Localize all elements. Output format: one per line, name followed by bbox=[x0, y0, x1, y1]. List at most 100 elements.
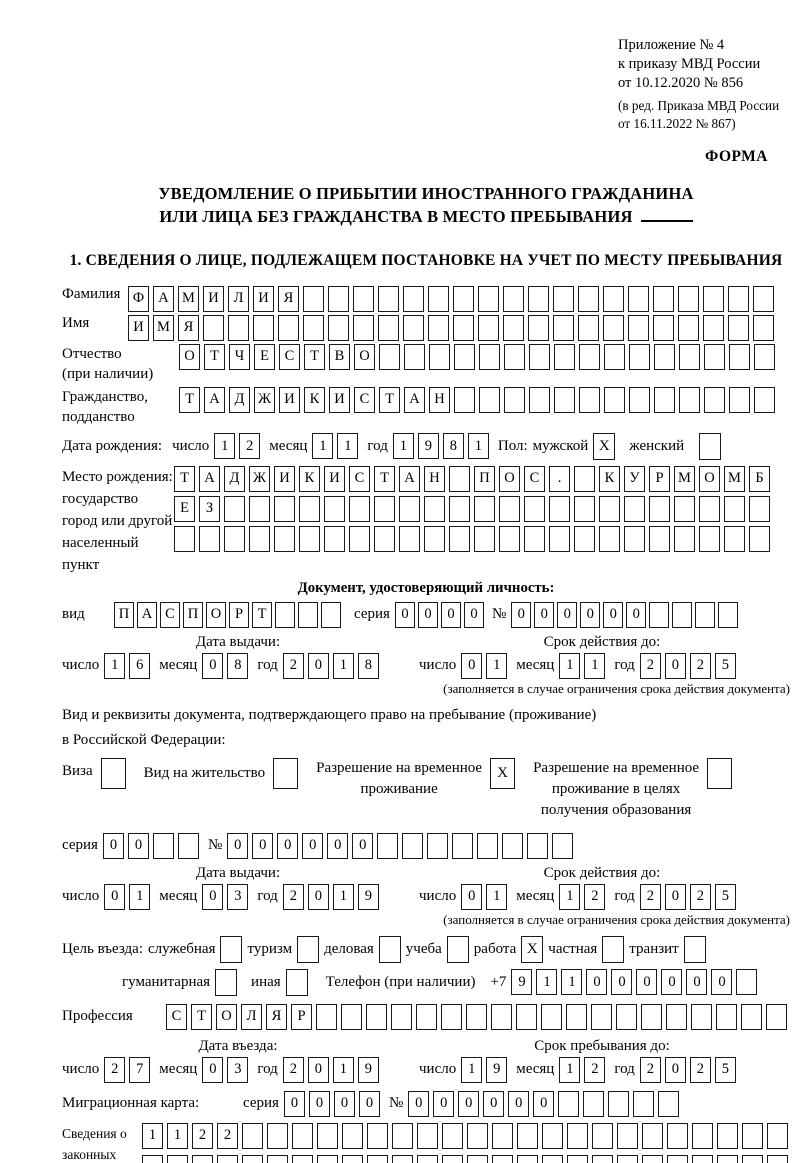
form-cell[interactable]: М bbox=[153, 314, 174, 341]
form-cell[interactable] bbox=[452, 832, 474, 859]
form-cell[interactable]: А bbox=[204, 386, 225, 413]
temp-permit-checkbox[interactable]: X bbox=[490, 757, 516, 789]
form-cell[interactable]: О bbox=[499, 465, 520, 492]
form-cell[interactable]: 2 bbox=[584, 1056, 606, 1083]
form-cell[interactable]: 3 bbox=[227, 1056, 249, 1083]
form-cell[interactable]: 5 bbox=[714, 652, 736, 679]
form-cell[interactable] bbox=[453, 285, 474, 312]
purpose-tourism-checkbox[interactable] bbox=[297, 935, 320, 963]
form-cell[interactable] bbox=[717, 1122, 738, 1149]
form-cell[interactable]: С bbox=[524, 465, 545, 492]
form-cell[interactable] bbox=[353, 285, 374, 312]
form-cell[interactable] bbox=[424, 525, 445, 552]
purpose-study-checkbox[interactable] bbox=[446, 935, 469, 963]
form-cell[interactable] bbox=[402, 832, 424, 859]
form-cell[interactable] bbox=[477, 832, 499, 859]
form-cell[interactable]: 0 bbox=[202, 883, 224, 910]
form-cell[interactable] bbox=[274, 495, 295, 522]
form-cell[interactable]: Ж bbox=[254, 386, 275, 413]
form-cell[interactable] bbox=[292, 1154, 313, 1163]
form-cell[interactable]: 3 bbox=[227, 883, 249, 910]
form-cell[interactable] bbox=[399, 525, 420, 552]
form-cell[interactable]: 0 bbox=[511, 601, 532, 628]
form-cell[interactable]: 8 bbox=[227, 652, 249, 679]
form-cell[interactable] bbox=[321, 601, 341, 628]
form-cell[interactable] bbox=[767, 1122, 788, 1149]
form-cell[interactable]: П bbox=[183, 601, 203, 628]
form-cell[interactable] bbox=[653, 314, 674, 341]
form-cell[interactable] bbox=[617, 1122, 638, 1149]
form-cell[interactable] bbox=[275, 601, 295, 628]
form-cell[interactable] bbox=[633, 1090, 655, 1117]
form-cell[interactable]: 0 bbox=[307, 1056, 329, 1083]
form-cell[interactable] bbox=[267, 1154, 288, 1163]
form-cell[interactable] bbox=[442, 1154, 463, 1163]
form-cell[interactable]: И bbox=[274, 465, 295, 492]
form-cell[interactable] bbox=[692, 1154, 713, 1163]
form-cell[interactable]: Ж bbox=[249, 465, 270, 492]
form-cell[interactable] bbox=[672, 601, 693, 628]
purpose-business-checkbox[interactable] bbox=[378, 935, 401, 963]
form-cell[interactable]: 0 bbox=[202, 1056, 224, 1083]
form-cell[interactable]: 0 bbox=[636, 969, 658, 996]
form-cell[interactable] bbox=[224, 525, 245, 552]
form-cell[interactable] bbox=[378, 285, 399, 312]
form-cell[interactable] bbox=[367, 1122, 388, 1149]
form-cell[interactable] bbox=[741, 1003, 762, 1030]
form-cell[interactable] bbox=[199, 525, 220, 552]
form-cell[interactable]: П bbox=[114, 601, 134, 628]
form-cell[interactable]: 1 bbox=[214, 433, 236, 460]
sex-male-checkbox[interactable]: X bbox=[593, 432, 616, 460]
form-cell[interactable]: У bbox=[624, 465, 645, 492]
form-cell[interactable]: 0 bbox=[127, 832, 149, 859]
form-cell[interactable] bbox=[479, 386, 500, 413]
form-cell[interactable] bbox=[152, 832, 174, 859]
form-cell[interactable]: 0 bbox=[461, 883, 483, 910]
form-cell[interactable] bbox=[378, 314, 399, 341]
form-cell[interactable] bbox=[417, 1154, 438, 1163]
form-cell[interactable] bbox=[553, 285, 574, 312]
form-cell[interactable] bbox=[379, 343, 400, 370]
form-cell[interactable]: 0 bbox=[661, 969, 683, 996]
form-cell[interactable] bbox=[428, 285, 449, 312]
form-cell[interactable] bbox=[454, 343, 475, 370]
form-cell[interactable] bbox=[749, 525, 770, 552]
form-cell[interactable]: Н bbox=[429, 386, 450, 413]
form-cell[interactable] bbox=[478, 314, 499, 341]
form-cell[interactable] bbox=[492, 1154, 513, 1163]
form-cell[interactable] bbox=[641, 1003, 662, 1030]
form-cell[interactable] bbox=[599, 495, 620, 522]
residence-permit-checkbox[interactable] bbox=[273, 757, 299, 789]
form-cell[interactable] bbox=[766, 1003, 787, 1030]
form-cell[interactable] bbox=[624, 495, 645, 522]
form-cell[interactable] bbox=[249, 495, 270, 522]
form-cell[interactable]: 1 bbox=[167, 1122, 188, 1149]
form-cell[interactable]: 0 bbox=[408, 1090, 430, 1117]
form-cell[interactable] bbox=[704, 343, 725, 370]
form-cell[interactable] bbox=[503, 285, 524, 312]
form-cell[interactable] bbox=[478, 285, 499, 312]
form-cell[interactable]: Ч bbox=[229, 343, 250, 370]
form-cell[interactable]: Е bbox=[254, 343, 275, 370]
form-cell[interactable] bbox=[527, 832, 549, 859]
form-cell[interactable]: 6 bbox=[129, 652, 151, 679]
form-cell[interactable] bbox=[703, 285, 724, 312]
form-cell[interactable]: 0 bbox=[277, 832, 299, 859]
form-cell[interactable]: 8 bbox=[357, 652, 379, 679]
form-cell[interactable] bbox=[167, 1154, 188, 1163]
form-cell[interactable] bbox=[503, 314, 524, 341]
form-cell[interactable] bbox=[449, 495, 470, 522]
form-cell[interactable]: 9 bbox=[486, 1056, 508, 1083]
form-cell[interactable] bbox=[474, 525, 495, 552]
form-cell[interactable]: И bbox=[203, 285, 224, 312]
form-cell[interactable] bbox=[249, 525, 270, 552]
